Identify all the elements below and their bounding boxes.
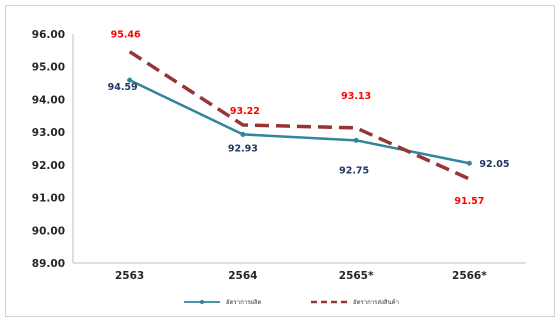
axes (72, 34, 526, 264)
y-tick-label: 94.00 (32, 94, 65, 106)
series-point (353, 137, 359, 143)
y-tick-label: 95.00 (32, 62, 65, 74)
data-label: 94.59 (108, 82, 138, 93)
y-tick-label: 93.00 (32, 127, 65, 139)
data-label: 92.93 (228, 143, 258, 154)
chart-frame: 89.00 90.00 91.00 92.00 93.00 94.00 95.00 96.00… (5, 5, 555, 317)
x-tick-label: 2566* (452, 270, 487, 282)
series-line-2 (128, 50, 471, 181)
y-tick-labels: 89.00 90.00 91.00 92.00 93.00 94.00 95.00 96.00 (32, 29, 65, 270)
data-label: 92.05 (479, 159, 509, 170)
y-tick-label: 89.00 (32, 258, 65, 270)
legend-label: อัตราการผลิต (226, 299, 262, 306)
series-point (127, 77, 133, 83)
series-point (240, 131, 246, 137)
data-label: 91.57 (454, 196, 484, 207)
y-tick-label: 91.00 (32, 193, 65, 205)
x-tick-label: 2565* (339, 270, 374, 282)
x-tick-label: 2564 (228, 270, 257, 282)
y-tick-label: 92.00 (32, 160, 65, 172)
line-chart: 89.00 90.00 91.00 92.00 93.00 94.00 95.00 96.00… (32, 29, 526, 306)
legend: อัตราการผลิต อัตราการส่งสินค้า (184, 299, 399, 306)
data-label: 93.22 (230, 106, 260, 117)
legend-marker (200, 300, 204, 304)
data-label: 93.13 (341, 91, 371, 102)
data-labels: 94.59 92.93 92.75 92.05 95.46 93.22 93.13 91.57 (108, 30, 510, 207)
legend-label: อัตราการส่งสินค้า (353, 299, 399, 306)
data-label: 95.46 (111, 30, 141, 41)
x-tick-label: 2563 (115, 270, 144, 282)
series-line-1 (129, 79, 470, 165)
series-lines (127, 50, 472, 181)
y-tick-label: 96.00 (32, 29, 65, 41)
data-label: 92.75 (339, 165, 369, 176)
series-point (466, 160, 472, 166)
x-tick-labels: 2563 2564 2565* 2566* (115, 270, 487, 282)
y-tick-label: 90.00 (32, 225, 65, 237)
